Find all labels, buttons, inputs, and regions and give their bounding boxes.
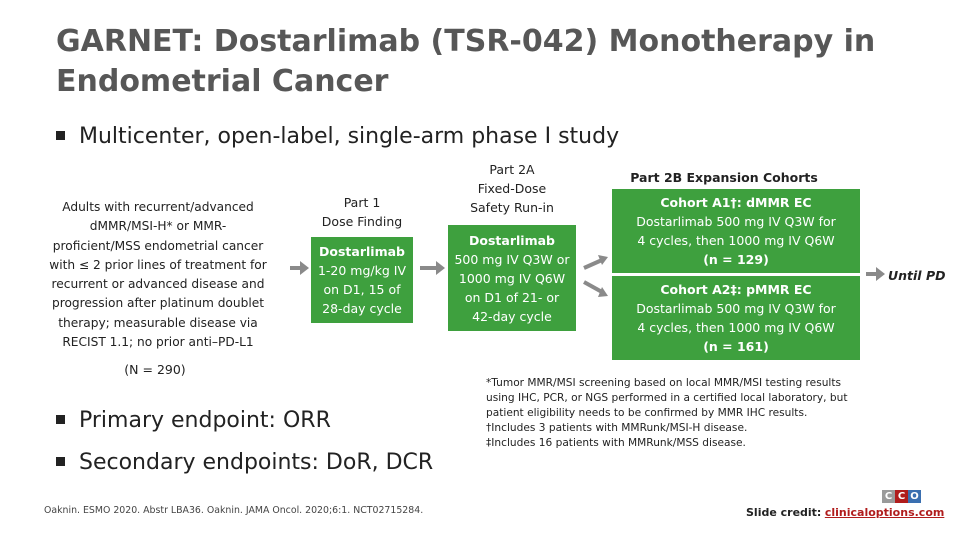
part1-dose-box: Dostarlimab 1-20 mg/kg IV on D1, 15 of 2… bbox=[311, 237, 413, 323]
cohort-a1-line: 4 cycles, then 1000 mg IV Q6W bbox=[637, 233, 835, 248]
cohort-a2-line: 4 cycles, then 1000 mg IV Q6W bbox=[637, 320, 835, 335]
bullet-secondary-endpoints: Secondary endpoints: DoR, DCR bbox=[56, 450, 433, 475]
cohort-a1-line: Dostarlimab 500 mg IV Q3W for bbox=[636, 214, 836, 229]
population-line: RECIST 1.1; no prior anti–PD-L1 bbox=[62, 335, 254, 350]
part1-box-drug-text: Dostarlimab bbox=[319, 244, 405, 259]
logo-letter: C bbox=[882, 490, 895, 503]
cohort-a1-n: (n = 129) bbox=[612, 250, 860, 269]
part2a-label-line: Fixed-Dose bbox=[477, 181, 547, 196]
logo-letter: O bbox=[908, 490, 921, 503]
part1-box-line: on D1, 15 of bbox=[323, 282, 401, 297]
part2a-box-drug-text: Dostarlimab bbox=[469, 233, 555, 248]
population-line: dMMR/MSI-H* or MMR- bbox=[89, 219, 227, 234]
cohort-a1-box: Cohort A1†: dMMR EC Dostarlimab 500 mg I… bbox=[612, 189, 860, 273]
part1-box-drug: Dostarlimab bbox=[311, 242, 413, 261]
population-line: recurrent or advanced disease and bbox=[51, 277, 265, 292]
slide-credit-label: Slide credit: bbox=[746, 506, 822, 519]
cohort-a1-n-text: (n = 129) bbox=[703, 252, 769, 267]
arrow-to-cohort-a1 bbox=[583, 258, 603, 270]
flow-arrow-to-until-pd bbox=[866, 267, 885, 281]
part2b-label: Part 2B Expansion Cohorts bbox=[630, 170, 818, 185]
slide-credit-link[interactable]: clinicaloptions.com bbox=[824, 506, 945, 519]
cohort-a2-n-text: (n = 161) bbox=[703, 339, 769, 354]
part2a-label-line: Part 2A bbox=[489, 162, 535, 177]
cohort-a2-box: Cohort A2‡: pMMR EC Dostarlimab 500 mg I… bbox=[612, 276, 860, 360]
cohort-a2-line: Dostarlimab 500 mg IV Q3W for bbox=[636, 301, 836, 316]
cco-logo: C C O bbox=[882, 490, 921, 503]
flow-arrows-part2a-to-cohorts bbox=[583, 255, 608, 297]
part1-label-line: Part 1 bbox=[343, 195, 381, 210]
flow-arrow-population-to-part1 bbox=[290, 261, 309, 275]
bullet-square-icon bbox=[56, 130, 65, 140]
slide-title: GARNET: Dostarlimab (TSR-042) Monotherap… bbox=[56, 22, 876, 102]
bullet-study-design: Multicenter, open-label, single-arm phas… bbox=[56, 124, 619, 149]
part2a-label: Part 2A Fixed-Dose Safety Run-in bbox=[452, 160, 572, 217]
population-line: progression after platinum doublet bbox=[51, 296, 265, 311]
population-line: proficient/MSS endometrial cancer bbox=[52, 238, 264, 253]
part1-label: Part 1 Dose Finding bbox=[312, 193, 412, 231]
part1-label-line: Dose Finding bbox=[321, 214, 403, 229]
part2a-box-line: 42-day cycle bbox=[472, 309, 552, 324]
population-n-total: (N = 290) bbox=[124, 362, 186, 377]
cohort-a2-n: (n = 161) bbox=[612, 337, 860, 356]
footnote-line: ‡Includes 16 patients with MMRunk/MSS di… bbox=[486, 437, 746, 449]
slide-title-line-2: Endometrial Cancer bbox=[56, 64, 389, 99]
part2a-label-line: Safety Run-in bbox=[470, 200, 554, 215]
bullet-secondary-endpoints-text: Secondary endpoints: DoR, DCR bbox=[79, 450, 434, 475]
population-description: Adults with recurrent/advanced dMMR/MSI-… bbox=[32, 198, 284, 352]
flow-arrow-part1-to-part2a bbox=[420, 261, 445, 275]
part1-box-line: 28-day cycle bbox=[322, 301, 402, 316]
cohort-a2-title: Cohort A2‡: pMMR EC bbox=[612, 280, 860, 299]
part2a-box-drug: Dostarlimab bbox=[448, 231, 576, 250]
arrowhead-cohort-a2 bbox=[598, 287, 608, 297]
population-line: Adults with recurrent/advanced bbox=[62, 200, 254, 214]
population-line: therapy; measurable disease via bbox=[58, 315, 258, 330]
population-line: with ≤ 2 prior lines of treatment for bbox=[49, 257, 267, 272]
bullet-primary-endpoint-text: Primary endpoint: ORR bbox=[79, 408, 331, 433]
slide-title-line-1: GARNET: Dostarlimab (TSR-042) Monotherap… bbox=[56, 24, 876, 59]
bullet-primary-endpoint: Primary endpoint: ORR bbox=[56, 408, 331, 433]
citation: Oaknin. ESMO 2020. Abstr LBA36. Oaknin. … bbox=[44, 505, 424, 516]
part2a-box-line: on D1 of 21- or bbox=[464, 290, 560, 305]
bullet-square-icon bbox=[56, 414, 65, 424]
cohort-a2-title-text: Cohort A2‡: pMMR EC bbox=[660, 282, 812, 297]
part2a-box-line: 1000 mg IV Q6W bbox=[458, 271, 566, 286]
part2a-dose-box: Dostarlimab 500 mg IV Q3W or 1000 mg IV … bbox=[448, 225, 576, 331]
until-pd-label: Until PD bbox=[888, 268, 946, 283]
footnote-line: †Includes 3 patients with MMRunk/MSI-H d… bbox=[486, 422, 748, 434]
part2a-box-line: 500 mg IV Q3W or bbox=[454, 252, 570, 267]
bullet-square-icon bbox=[56, 456, 65, 466]
part1-box-line: 1-20 mg/kg IV bbox=[317, 263, 407, 278]
footnote-line: patient eligibility needs to be confirme… bbox=[486, 407, 808, 419]
footnotes: *Tumor MMR/MSI screening based on local … bbox=[486, 376, 896, 451]
cohort-a1-title-text: Cohort A1†: dMMR EC bbox=[660, 195, 812, 210]
footnote-line: using IHC, PCR, or NGS performed in a ce… bbox=[486, 392, 848, 404]
cohort-a1-title: Cohort A1†: dMMR EC bbox=[612, 193, 860, 212]
logo-letter: C bbox=[895, 490, 908, 503]
arrow-to-cohort-a2 bbox=[583, 280, 603, 294]
slide-credit: Slide credit: clinicaloptions.com bbox=[746, 506, 944, 519]
arrowhead-cohort-a1 bbox=[598, 255, 608, 265]
bullet-study-design-text: Multicenter, open-label, single-arm phas… bbox=[79, 124, 620, 149]
footnote-line: *Tumor MMR/MSI screening based on local … bbox=[486, 377, 842, 389]
